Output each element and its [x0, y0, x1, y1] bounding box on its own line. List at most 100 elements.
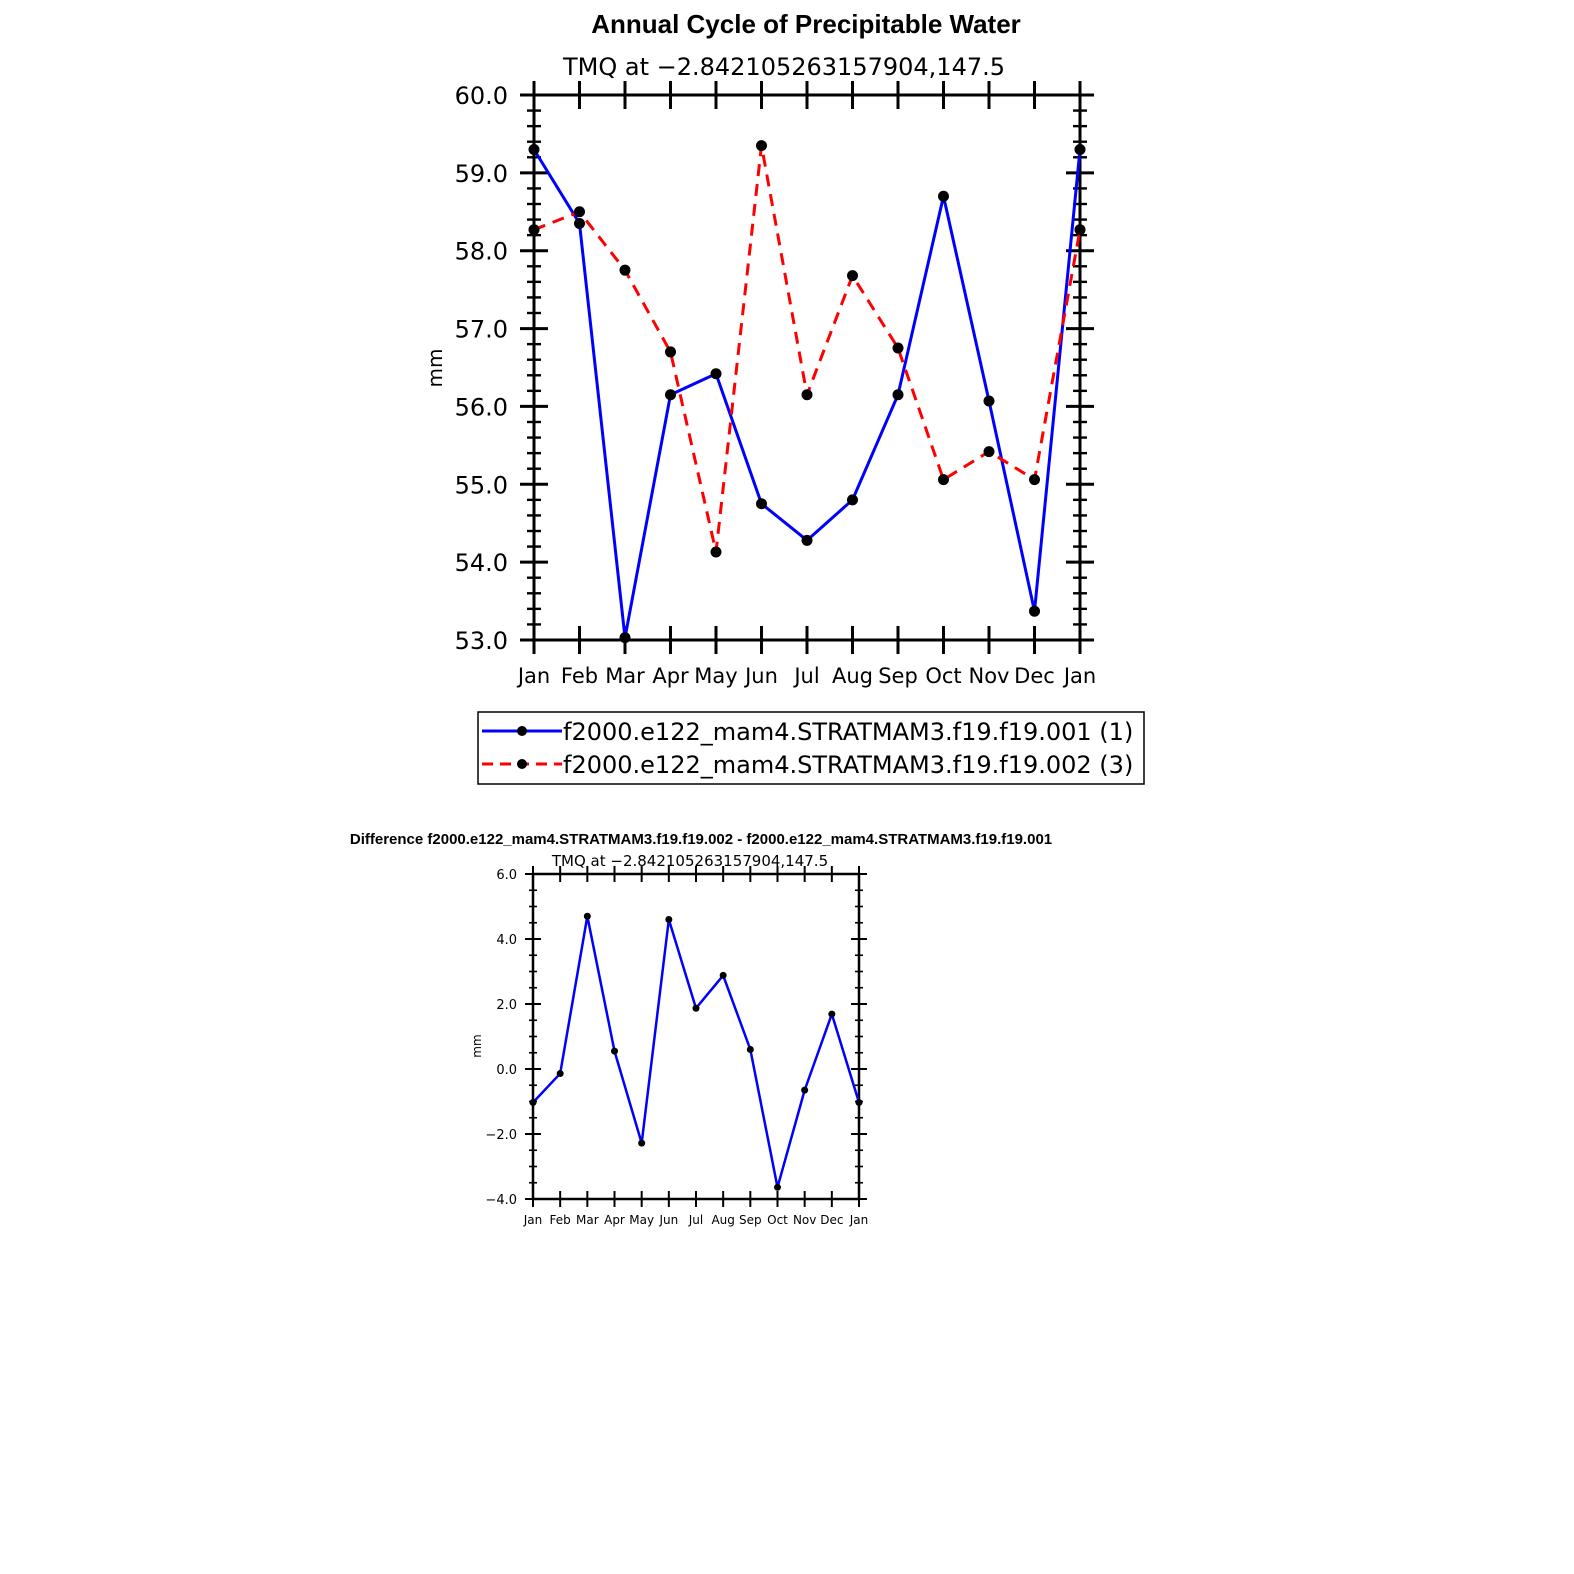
x-tick-label: Apr: [604, 1213, 625, 1227]
x-tick-label: May: [694, 664, 737, 688]
y-tick-label: −4.0: [485, 1193, 517, 1208]
difference-chart: Difference f2000.e122_mam4.STRATMAM3.f19…: [350, 831, 1052, 1227]
legend-marker-series-1: [517, 726, 527, 736]
x-tick-label: Jan: [1062, 664, 1096, 688]
x-tick-label: Apr: [652, 664, 689, 688]
series-2-marker: [847, 270, 858, 282]
chart2-y-axis-label: mm: [470, 1034, 484, 1057]
y-tick-label: 2.0: [496, 998, 517, 1013]
series-1-marker: [692, 1004, 700, 1012]
y-tick-label: 4.0: [496, 933, 517, 948]
series-2-marker: [1029, 474, 1040, 486]
series-1-marker: [938, 190, 949, 202]
chart2-axes: −4.0 −2.0 0.0 2.0 4.0 6.0 Jan Feb Mar Apr May Jun Ju…: [485, 866, 868, 1227]
x-tick-label: Oct: [767, 1213, 788, 1227]
chart2-subtitle: TMQ at −2.842105263157904,147.5: [551, 852, 828, 870]
series-1-marker: [847, 494, 858, 506]
series-1-marker: [774, 1183, 781, 1191]
y-tick-label: 54.0: [455, 549, 508, 577]
chart2-title: Difference f2000.e122_mam4.STRATMAM3.f19…: [350, 831, 1052, 848]
series-2-marker: [528, 224, 540, 236]
x-tick-label: Jan: [516, 664, 550, 688]
series-1-marker: [801, 534, 813, 546]
series-1-marker: [665, 916, 673, 923]
y-tick-label: 55.0: [455, 471, 508, 499]
y-tick-label: −2.0: [485, 1128, 517, 1143]
series-1-marker: [528, 144, 540, 155]
series-line-1: [532, 915, 861, 1189]
x-tick-label: Sep: [739, 1213, 762, 1227]
series-1-marker: [619, 632, 631, 644]
series-1-marker: [710, 368, 722, 380]
y-tick-label: 53.0: [455, 627, 508, 655]
x-tick-label: Sep: [878, 664, 918, 688]
y-tick-label: 59.0: [455, 160, 508, 188]
series-1-marker: [556, 1070, 564, 1078]
series-2-marker: [1074, 224, 1086, 236]
series-2-marker: [619, 264, 631, 276]
y-tick-label: 56.0: [455, 393, 508, 421]
chart2-plot-frame: [531, 872, 861, 1201]
x-tick-label: Jul: [688, 1213, 703, 1227]
x-tick-label: Feb: [561, 664, 598, 688]
y-tick-label: 57.0: [455, 316, 508, 344]
x-tick-label: Oct: [925, 664, 961, 688]
series-1-marker: [983, 395, 995, 407]
series-2-marker: [938, 474, 949, 486]
series-1-marker: [828, 1010, 836, 1018]
chart1-legend: f2000.e122_mam4.STRATMAM3.f19.f19.001 (1…: [477, 711, 1145, 785]
x-tick-label: May: [629, 1213, 654, 1227]
series-line-2: [533, 144, 1082, 554]
series-2-marker: [983, 446, 995, 458]
annual-cycle-chart: Annual Cycle of Precipitable Water TMQ a…: [423, 9, 1145, 785]
series-1-marker: [1029, 605, 1040, 617]
x-tick-label: Dec: [1014, 664, 1055, 688]
x-tick-label: Dec: [820, 1213, 843, 1227]
x-tick-label: Aug: [711, 1213, 734, 1227]
series-1-marker: [529, 1098, 537, 1106]
x-tick-label: Nov: [793, 1213, 816, 1227]
series-2-marker: [801, 389, 813, 401]
y-tick-label: 58.0: [455, 238, 508, 266]
x-tick-label: Aug: [832, 664, 873, 688]
series-1-marker: [746, 1046, 754, 1053]
series-2-marker: [756, 140, 767, 152]
legend-label-series-2: f2000.e122_mam4.STRATMAM3.f19.f19.002 (3…: [563, 751, 1133, 779]
chart1-title: Annual Cycle of Precipitable Water: [591, 9, 1021, 39]
series-1-marker: [719, 971, 727, 979]
legend-box: [477, 711, 1145, 785]
chart2-series: [529, 912, 863, 1191]
x-tick-label: Jun: [658, 1213, 678, 1227]
x-tick-label: Nov: [969, 664, 1010, 688]
y-tick-label: 0.0: [496, 1063, 517, 1078]
series-1-marker: [583, 912, 591, 920]
x-tick-label: Mar: [605, 664, 645, 688]
series-1-marker: [638, 1139, 646, 1147]
series-1-marker: [892, 389, 904, 401]
y-tick-label: 60.0: [455, 82, 508, 110]
chart1-y-axis-label: mm: [423, 349, 447, 388]
x-tick-label: Jul: [792, 664, 819, 688]
series-1-marker: [665, 389, 676, 401]
x-tick-label: Mar: [576, 1213, 599, 1227]
legend-label-series-1: f2000.e122_mam4.STRATMAM3.f19.f19.001 (1…: [563, 718, 1133, 746]
y-tick-label: 6.0: [496, 868, 517, 883]
series-1-marker: [611, 1047, 618, 1055]
series-1-marker: [801, 1086, 809, 1094]
x-tick-label: Feb: [550, 1213, 571, 1227]
chart1-axes: 53.0 54.0 55.0 56.0 57.0 58.0 59.0 60.0 Jan Feb Ma…: [455, 81, 1096, 688]
chart1-subtitle: TMQ at −2.842105263157904,147.5: [562, 53, 1005, 81]
series-2-marker: [710, 546, 722, 558]
series-2-marker: [574, 206, 585, 218]
series-1-marker: [855, 1098, 863, 1106]
series-2-marker: [892, 342, 904, 354]
series-1-marker: [1074, 144, 1086, 155]
x-tick-label: Jan: [849, 1213, 869, 1227]
series-1-marker: [756, 498, 767, 510]
series-2-marker: [665, 346, 676, 358]
x-tick-label: Jan: [523, 1213, 543, 1227]
chart1-series: [528, 140, 1086, 644]
legend-marker-series-2: [517, 759, 527, 769]
series-1-marker: [574, 217, 585, 229]
